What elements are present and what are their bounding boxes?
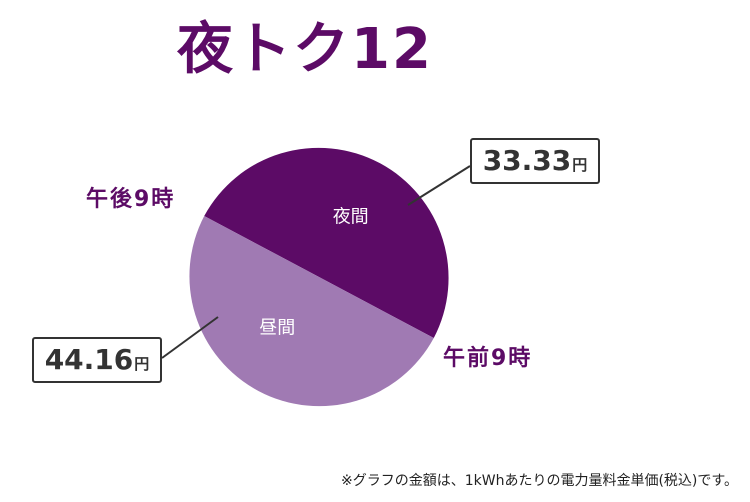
night-price-value: 33.33 <box>482 144 572 177</box>
day-price-box: 44.16円 <box>32 337 162 383</box>
slice-label-night: 夜間 <box>333 206 369 227</box>
leader-line-night <box>407 165 471 206</box>
slice-night <box>204 147 449 339</box>
slice-day <box>189 215 434 407</box>
night-price-box: 33.33円 <box>470 138 600 184</box>
label-pm9: 午後9時 <box>86 187 176 212</box>
day-price-value: 44.16 <box>44 343 134 376</box>
day-price-unit: 円 <box>134 355 150 373</box>
label-am9: 午前9時 <box>443 346 533 371</box>
chart-title: 夜トク12 <box>177 17 433 82</box>
slice-label-day: 昼間 <box>259 318 295 339</box>
leader-line-day <box>161 316 219 359</box>
footnote: ※グラフの金額は、1kWhあたりの電力量料金単価(税込)です。 <box>341 473 738 489</box>
night-price-unit: 円 <box>572 156 588 174</box>
